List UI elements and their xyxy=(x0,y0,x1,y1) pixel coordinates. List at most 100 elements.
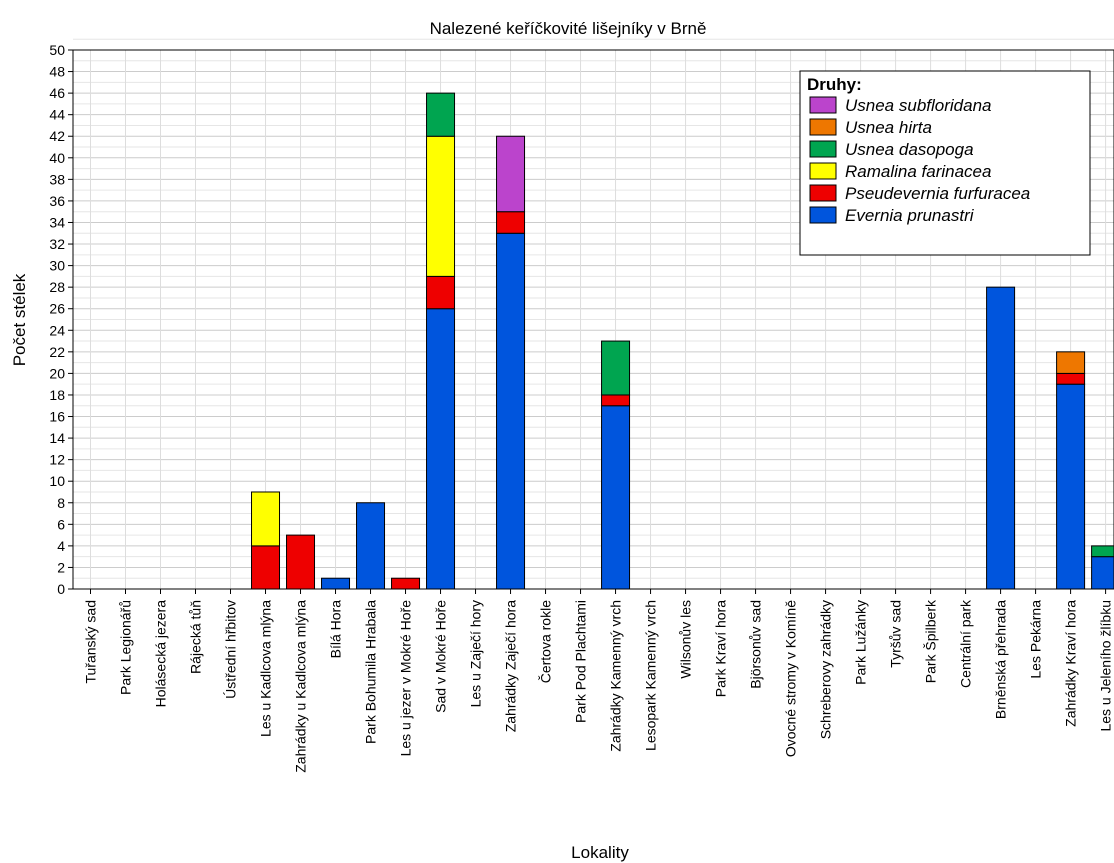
x-tick-label: Zahrádky Kraví hora xyxy=(1063,600,1079,727)
y-tick-label: 38 xyxy=(49,171,65,187)
legend-swatch xyxy=(809,184,837,202)
y-axis-label: Počet stélek xyxy=(10,273,29,366)
y-tick-label: 4 xyxy=(57,538,65,554)
bar-segment xyxy=(496,135,526,213)
bar-segment xyxy=(496,232,526,590)
x-tick-label: Park Lužánky xyxy=(853,600,869,685)
legend-title: Druhy: xyxy=(807,75,862,94)
x-tick-label: Park Kraví hora xyxy=(713,600,729,697)
y-tick-label: 44 xyxy=(49,107,65,123)
bar-segment xyxy=(426,275,456,310)
legend-swatch xyxy=(809,140,837,158)
legend-entry: Usnea subfloridana xyxy=(845,96,991,115)
x-tick-label: Park Bohumila Hrabala xyxy=(363,600,379,744)
legend-swatch xyxy=(809,206,837,224)
bar-segment xyxy=(986,286,1016,590)
bar-segment xyxy=(426,135,456,277)
bar-segment xyxy=(251,491,281,547)
y-tick-label: 18 xyxy=(49,387,65,403)
x-tick-label: Ovocné stromy v Komíně xyxy=(783,600,799,757)
x-tick-label: Ústřední hřbitov xyxy=(223,600,239,699)
x-tick-label: Brněnská přehrada xyxy=(993,600,1009,719)
x-tick-label: Čertova rokle xyxy=(538,600,554,683)
y-tick-label: 10 xyxy=(49,473,65,489)
y-tick-label: 16 xyxy=(49,409,65,425)
y-tick-label: 40 xyxy=(49,150,65,166)
bar-segment xyxy=(1056,383,1086,590)
legend-entry: Pseudevernia furfuracea xyxy=(845,184,1030,203)
bar-segment xyxy=(286,534,316,590)
y-tick-label: 34 xyxy=(49,214,65,230)
bar-segment xyxy=(426,92,456,137)
x-tick-label: Les u Zaječí hory xyxy=(468,600,484,707)
x-axis-label: Lokality xyxy=(571,843,629,862)
x-tick-label: Les u Jeleního žlíbku xyxy=(1098,600,1114,732)
y-tick-label: 24 xyxy=(49,322,65,338)
legend-swatch xyxy=(809,162,837,180)
y-tick-label: 42 xyxy=(49,128,65,144)
x-tick-label: Zahrádky Zaječí hora xyxy=(503,600,519,732)
y-tick-label: 0 xyxy=(57,581,65,597)
x-tick-label: Park Legionářů xyxy=(118,600,134,695)
bar-segment xyxy=(251,545,281,590)
bar-segment xyxy=(356,502,386,590)
y-tick-labels: 0246810121416182022242628303234363840424… xyxy=(49,42,73,597)
legend-swatch xyxy=(809,96,837,114)
legend-swatch xyxy=(809,118,837,136)
y-tick-label: 36 xyxy=(49,193,65,209)
legend-items: Usnea subfloridana Usnea hirta Usnea dasop… xyxy=(809,96,1030,225)
bar-segment xyxy=(1056,372,1086,385)
x-tick-label: Les u jezer v Mokré Hoře xyxy=(398,600,414,757)
bar-segment xyxy=(601,340,631,396)
y-tick-label: 22 xyxy=(49,344,65,360)
y-tick-label: 12 xyxy=(49,452,65,468)
x-tick-label: Zahrádky u Kadlcova mlýna xyxy=(293,600,309,773)
chart-title: Nalezené keříčkovité lišejníky v Brně xyxy=(430,19,707,38)
x-tick-label: Björsonův sad xyxy=(748,600,764,689)
y-tick-label: 32 xyxy=(49,236,65,252)
bar-segment xyxy=(321,577,351,590)
bar-segment xyxy=(1091,556,1114,590)
x-tick-label: Schreberovy zahrádky xyxy=(818,600,834,739)
y-tick-label: 28 xyxy=(49,279,65,295)
x-tick-label: Centrální park xyxy=(958,599,974,688)
bar-segment xyxy=(1056,351,1086,374)
x-tick-labels: Tuřanský sad Park Legionářů Holásecká jeze… xyxy=(83,589,1114,773)
bar-segment xyxy=(601,394,631,407)
bar-segment xyxy=(391,577,421,590)
bar-segment xyxy=(601,405,631,590)
x-tick-label: Lesopark Kamenný vrch xyxy=(643,600,659,751)
y-tick-label: 46 xyxy=(49,85,65,101)
x-tick-label: Holásecká jezera xyxy=(153,600,169,708)
y-tick-label: 6 xyxy=(57,516,65,532)
x-tick-label: Les Pekárna xyxy=(1028,600,1044,679)
legend-entry: Evernia prunastri xyxy=(845,206,975,225)
plot-frame xyxy=(72,49,1114,590)
bars-layer xyxy=(251,92,1114,590)
legend-box xyxy=(799,70,1091,256)
y-tick-label: 48 xyxy=(49,64,65,80)
legend-entry: Ramalina farinacea xyxy=(845,162,991,181)
bar-segment xyxy=(1091,545,1114,558)
y-tick-label: 50 xyxy=(49,42,65,58)
y-tick-label: 8 xyxy=(57,495,65,511)
x-tick-label: Rájecká tůň xyxy=(188,600,204,674)
x-tick-label: Tuřanský sad xyxy=(83,600,99,684)
x-tick-label: Les u Kadlcova mlýna xyxy=(258,600,274,737)
x-tick-label: Park Pod Plachtami xyxy=(573,600,589,723)
bar-segment xyxy=(426,308,456,590)
x-tick-label: Tyršův sad xyxy=(888,600,904,668)
legend-entry: Usnea dasopoga xyxy=(845,140,974,159)
y-tick-label: 30 xyxy=(49,258,65,274)
x-tick-label: Wilsonův les xyxy=(678,600,694,679)
x-tick-label: Sad v Mokré Hoře xyxy=(433,600,449,713)
bar-segment xyxy=(496,211,526,234)
x-tick-label: Park Špilberk xyxy=(923,599,939,683)
legend-entry: Usnea hirta xyxy=(845,118,932,137)
x-tick-label: Bílá Hora xyxy=(328,600,344,659)
x-tick-label: Zahrádky Kamenný vrch xyxy=(608,600,624,752)
y-tick-label: 14 xyxy=(49,430,65,446)
y-tick-label: 20 xyxy=(49,365,65,381)
